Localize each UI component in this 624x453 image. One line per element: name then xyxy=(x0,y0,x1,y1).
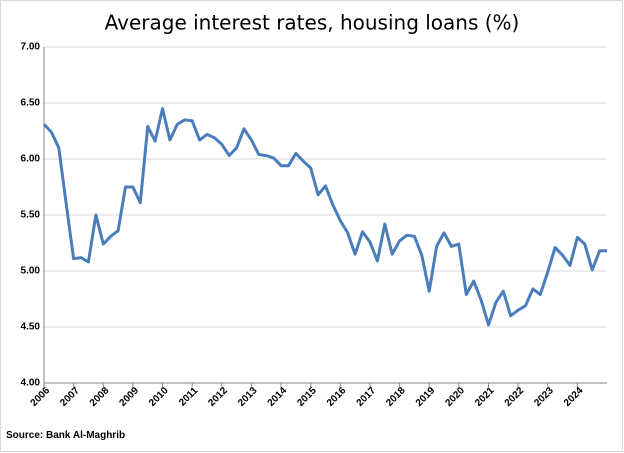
y-tick-label: 4.00 xyxy=(21,378,41,389)
y-tick-label: 4.50 xyxy=(21,322,41,333)
line xyxy=(42,107,607,327)
chart-title: Average interest rates, housing loans (%… xyxy=(105,11,520,35)
y-tick-label: 6.00 xyxy=(21,154,41,165)
source: Source: Bank Al-Maghrib xyxy=(6,430,125,441)
y-tick-label: 7.00 xyxy=(21,42,41,53)
y-tick-label: 5.50 xyxy=(21,210,41,221)
y-tick-label: 5.00 xyxy=(21,266,41,277)
y-tick-label: 6.50 xyxy=(21,98,41,109)
